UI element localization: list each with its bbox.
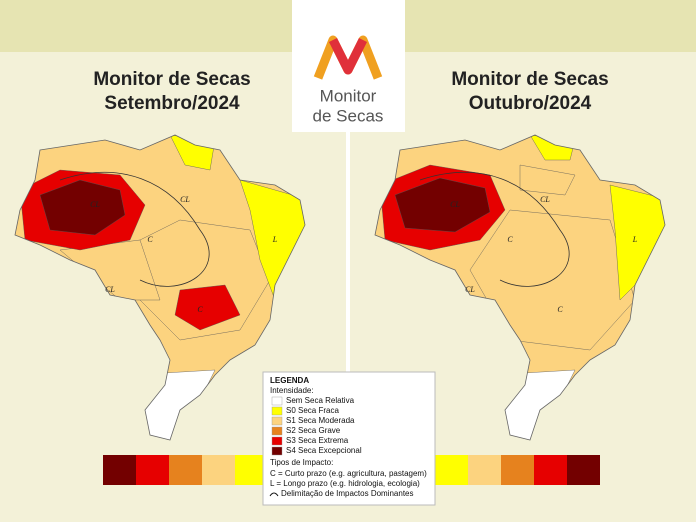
legend-label: C = Curto prazo (e.g. agricultura, pasta… xyxy=(270,469,427,478)
impact-boundary xyxy=(59,172,210,287)
legend-label: Sem Seca Relativa xyxy=(286,396,355,405)
legend-label: L = Longo prazo (e.g. hidrologia, ecolog… xyxy=(270,479,420,488)
color-swatch xyxy=(136,455,169,485)
country-outline xyxy=(14,134,306,441)
legend-swatch xyxy=(271,406,283,416)
legend-swatch xyxy=(271,396,283,406)
color-swatch xyxy=(169,455,202,485)
logo-text: Monitor xyxy=(320,86,377,105)
color-swatch xyxy=(534,455,567,485)
legend-label: Delimitação de Impactos Dominantes xyxy=(281,489,414,498)
map-label: CL xyxy=(465,285,475,294)
legend-label: S0 Seca Fraca xyxy=(286,406,339,415)
map-label: CL xyxy=(540,195,550,204)
color-swatch xyxy=(103,455,136,485)
logo: Monitor de Secas xyxy=(292,0,405,132)
legend-swatch xyxy=(271,436,283,446)
legend-label: S1 Seca Moderada xyxy=(286,416,355,425)
legend-swatch xyxy=(271,416,283,426)
legend-label: S2 Seca Grave xyxy=(286,426,341,435)
legend-box xyxy=(262,371,436,506)
panel-subtitle: Outubro/2024 xyxy=(469,93,592,114)
drought-areas xyxy=(19,135,305,440)
map-label: L xyxy=(632,235,638,244)
map: CL C CL L C CL xyxy=(374,134,666,441)
map-label: CL xyxy=(450,200,460,209)
color-swatch xyxy=(468,455,501,485)
legend-swatch xyxy=(271,446,283,456)
panel-subtitle: Setembro/2024 xyxy=(104,93,240,114)
logo-mark xyxy=(328,37,368,75)
legend-label: S3 Seca Extrema xyxy=(286,436,349,445)
map-label: CL xyxy=(180,195,190,204)
map-label: C xyxy=(557,305,563,314)
color-bar xyxy=(103,455,600,485)
color-swatch xyxy=(202,455,235,485)
drought-area xyxy=(174,284,241,331)
legend-swatch xyxy=(271,426,283,436)
logo-text: de Secas xyxy=(313,106,384,125)
legend-subtitle: Intensidade: xyxy=(270,386,314,395)
map-label: L xyxy=(272,235,278,244)
color-swatch xyxy=(435,455,468,485)
legend-title: LEGENDA xyxy=(270,376,309,385)
legend-label: S4 Seca Excepcional xyxy=(286,446,362,455)
divider xyxy=(346,52,350,452)
map-label: CL xyxy=(105,285,115,294)
map-label: C xyxy=(507,235,513,244)
drought-area xyxy=(39,179,126,236)
color-swatch xyxy=(567,455,600,485)
panel-title: Monitor de Secas xyxy=(451,69,608,90)
drought-area xyxy=(394,177,491,233)
color-swatch xyxy=(501,455,534,485)
legend-subtitle: Tipos de Impacto: xyxy=(270,458,333,467)
map-label: CL xyxy=(90,200,100,209)
map: CL C CL L C CL xyxy=(14,134,306,441)
legend-line xyxy=(269,492,279,497)
impact-boundary xyxy=(419,172,570,287)
country-outline xyxy=(374,134,666,441)
drought-area xyxy=(519,164,576,196)
map-label: C xyxy=(197,305,203,314)
panel-title: Monitor de Secas xyxy=(93,69,250,90)
map-label: C xyxy=(147,235,153,244)
